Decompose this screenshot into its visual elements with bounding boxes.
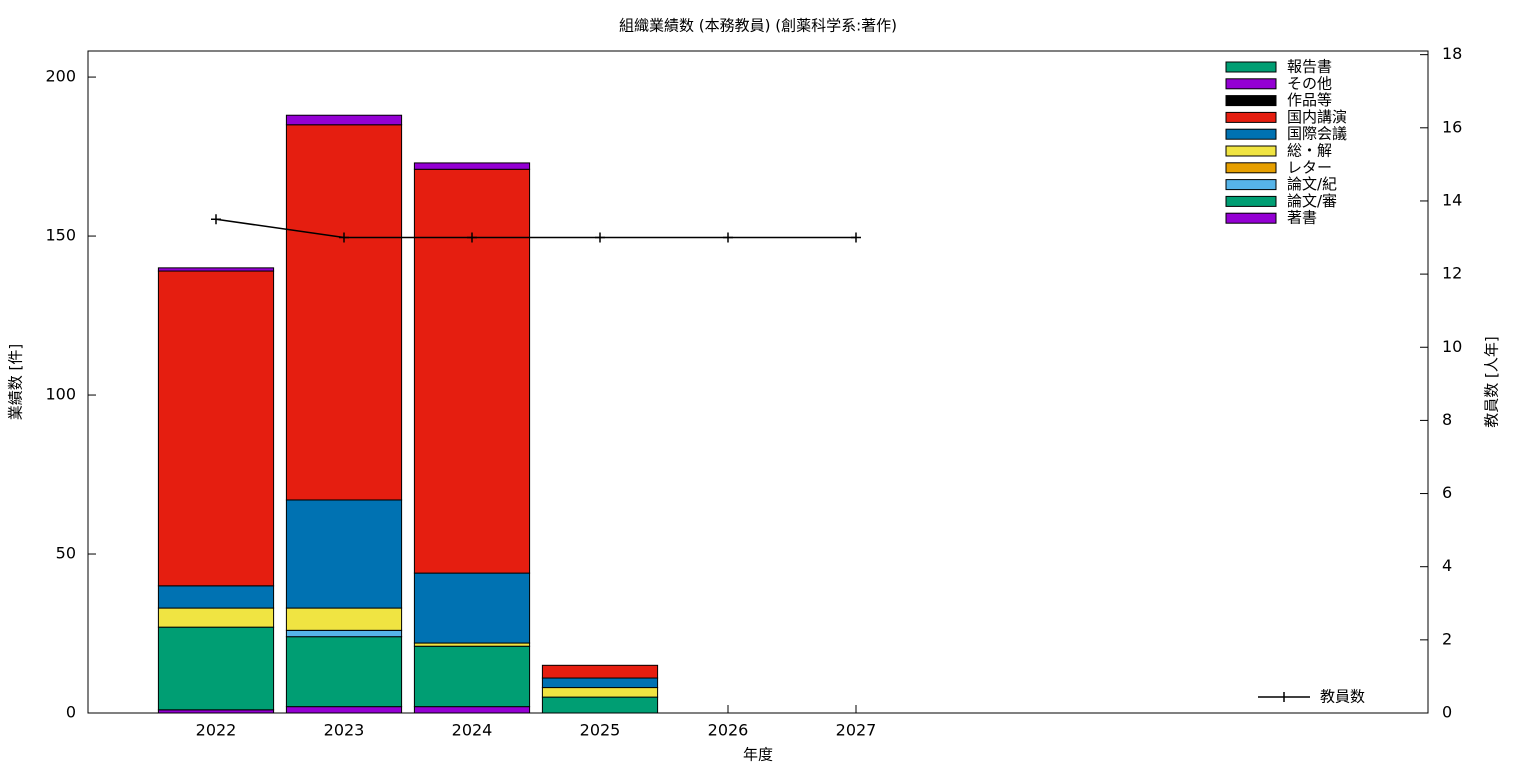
y-axis-label: 業績数 [件] [7,344,25,420]
x-tick-label: 2027 [836,721,877,740]
y2-tick-label: 16 [1442,117,1462,136]
y-tick-label: 0 [66,703,76,722]
legend-label: レター [1287,158,1332,176]
bar-segment [541,677,659,689]
y2-tick-label: 2 [1442,629,1452,648]
x-axis-label: 年度 [743,746,773,764]
bar-segment [413,572,531,644]
legend-label: 国際会議 [1287,125,1347,143]
y-tick-label: 100 [45,385,76,404]
legend-label: 著書 [1287,209,1317,227]
bar-segment [413,168,531,574]
plot-frame [87,50,1429,714]
bar-segment [157,626,275,711]
legend-swatch [1225,128,1277,140]
legend-label: 総・解 [1287,142,1332,160]
bar-segment [413,162,531,170]
y2-tick-label: 4 [1442,556,1452,575]
legend-swatch [1225,111,1277,123]
legend-swatch [1225,195,1277,207]
x-tick-label: 2022 [196,721,237,740]
y-tick-label: 200 [45,67,76,86]
legend-label: 作品等 [1287,91,1332,109]
bar-segment [157,607,275,628]
legend-swatch [1225,95,1277,107]
y2-axis-label: 教員数 [人年] [1483,336,1501,427]
bar-segment [541,687,659,698]
bar-segment [413,645,531,708]
x-tick-label: 2024 [452,721,493,740]
y-tick-label: 150 [45,226,76,245]
x-tick-label: 2025 [580,721,621,740]
x-tick-label: 2026 [708,721,749,740]
legend-label: 論文/紀 [1287,175,1337,193]
legend-swatch [1225,61,1277,73]
point [339,232,349,243]
x-tick-label: 2023 [324,721,365,740]
bar-segment [285,636,403,708]
y-tick-label: 50 [56,544,76,563]
legend-swatch [1225,145,1277,157]
bar-segment [413,706,531,714]
legend-label: 国内講演 [1287,108,1347,126]
point [851,232,861,243]
legend-label: 報告書 [1287,58,1332,76]
chart-title: 組織業績数 (本務教員) (創薬科学系:著作) [619,17,897,35]
y2-tick-label: 6 [1442,483,1452,502]
bar-segment [157,585,275,609]
bar-segment [285,607,403,631]
bar-segment [285,124,403,501]
legend-swatch [1225,212,1277,224]
y2-tick-label: 8 [1442,410,1452,429]
point [723,232,733,243]
bar-segment [541,664,659,679]
line [215,218,856,239]
bar-segment [285,114,403,126]
point [211,214,221,225]
bar-segment [285,629,403,638]
bar-segment [285,706,403,714]
y2-tick-label: 14 [1442,190,1462,209]
legend-swatch [1225,162,1277,174]
point [595,232,605,243]
point [467,232,477,243]
y2-tick-label: 12 [1442,264,1462,283]
bar-segment [285,499,403,609]
y2-tick-label: 10 [1442,337,1462,356]
bar-segment [157,270,275,587]
y2-tick-label: 0 [1442,703,1452,722]
legend-label: その他 [1287,74,1332,92]
legend-label: 教員数 [1320,688,1365,706]
legend-line [1258,692,1310,702]
legend-swatch [1225,78,1277,90]
legend-label: 論文/審 [1287,192,1337,210]
bar-segment [541,696,659,714]
y2-tick-label: 18 [1442,44,1462,63]
legend-swatch [1225,179,1277,191]
bar-segment [157,267,275,272]
